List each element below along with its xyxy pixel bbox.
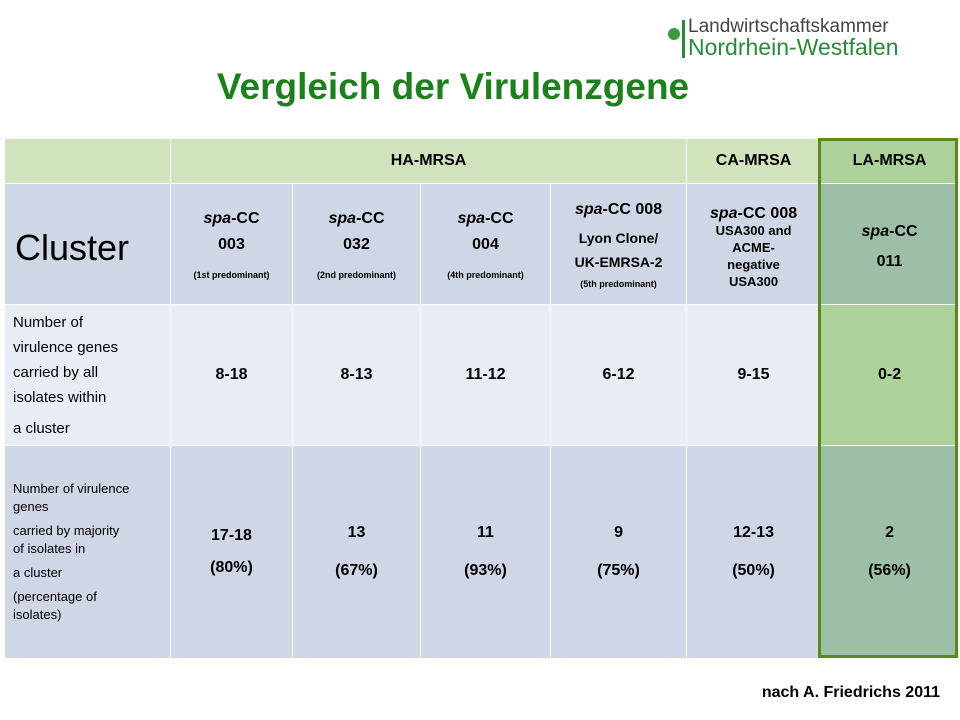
row-label-line: Number of virulence bbox=[13, 481, 130, 496]
group-ha-mrsa: HA-MRSA bbox=[169, 138, 688, 184]
spa-prefix: spa bbox=[574, 201, 603, 218]
value-cell: 12-13 (50%) bbox=[686, 445, 822, 659]
cluster-line: ACME- bbox=[732, 239, 775, 255]
group-ca-mrsa: CA-MRSA bbox=[686, 138, 822, 184]
spa-prefix: spa bbox=[203, 210, 232, 227]
value-cell: 6-12 bbox=[549, 304, 688, 446]
value-number: 13 bbox=[347, 524, 366, 541]
cluster-suffix: -CC bbox=[889, 223, 918, 240]
header-empty-cell bbox=[4, 138, 171, 184]
cluster-line: USA300 bbox=[728, 273, 779, 289]
cluster-cell: spa-CC 008 USA300 and ACME- negative USA… bbox=[686, 183, 822, 305]
page-title: Vergleich der Virulenzgene bbox=[216, 66, 690, 107]
value-percent: (67%) bbox=[335, 562, 378, 579]
cluster-cell: spa-CC 003 (1st predominant) bbox=[170, 183, 293, 305]
logo-line1: Landwirtschaftskammer bbox=[688, 16, 889, 37]
cluster-number: 004 bbox=[472, 236, 499, 253]
row-label-line: Number of bbox=[13, 313, 84, 331]
row-label-majority: Number of virulence genes carried by maj… bbox=[4, 445, 171, 659]
row-label-line: isolates within bbox=[13, 388, 107, 406]
row-label-line: isolates) bbox=[13, 607, 62, 622]
logo: Landwirtschaftskammer Nordrhein-Westfale… bbox=[668, 14, 928, 60]
cluster-suffix: -CC bbox=[356, 210, 385, 227]
row-label-line: a cluster bbox=[13, 565, 63, 580]
value-cell: 11-12 bbox=[420, 304, 551, 446]
cluster-tag: (1st predominant) bbox=[193, 270, 270, 280]
value-cell: 9 (75%) bbox=[549, 445, 688, 659]
cluster-line: UK-EMRSA-2 bbox=[574, 254, 663, 270]
value-cell: 13 (67%) bbox=[292, 445, 421, 659]
row-label-line: carried by majority bbox=[13, 523, 120, 538]
cluster-tag: (2nd predominant) bbox=[317, 270, 396, 280]
cluster-row: Cluster spa-CC 003 (1st predominant) spa… bbox=[4, 183, 960, 305]
value-number: 12-13 bbox=[733, 524, 774, 541]
row-label-line: of isolates in bbox=[13, 541, 86, 556]
value-cell: 11 (93%) bbox=[420, 445, 551, 659]
cluster-suffix: -CC 008 bbox=[737, 204, 798, 222]
group-la-mrsa: LA-MRSA bbox=[820, 138, 960, 184]
value-percent: (75%) bbox=[597, 562, 640, 579]
cluster-number: 032 bbox=[343, 236, 370, 253]
cluster-tag: (5th predominant) bbox=[580, 279, 657, 289]
spa-prefix: spa bbox=[709, 204, 738, 222]
cluster-cell: spa-CC 032 (2nd predominant) bbox=[292, 183, 421, 305]
cluster-number: 003 bbox=[218, 236, 245, 253]
spa-prefix: spa bbox=[457, 210, 486, 227]
row-label-line: (percentage of bbox=[13, 589, 97, 604]
logo-bar bbox=[682, 20, 685, 58]
cluster-cell: spa-CC 008 Lyon Clone/ UK-EMRSA-2 (5th p… bbox=[549, 183, 688, 305]
cluster-label: Cluster bbox=[15, 227, 130, 268]
logo-dot bbox=[668, 28, 680, 40]
cluster-suffix: -CC bbox=[485, 210, 514, 227]
cluster-line: Lyon Clone/ bbox=[578, 230, 659, 246]
virulence-table: HA-MRSA CA-MRSA LA-MRSA Cluster spa-CC 0… bbox=[4, 138, 960, 659]
value-cell: 0-2 bbox=[820, 304, 960, 446]
cluster-label-cell: Cluster bbox=[4, 183, 171, 305]
spa-prefix: spa bbox=[328, 210, 357, 227]
cluster-suffix: -CC 008 bbox=[602, 201, 663, 218]
value-number: 2 bbox=[885, 524, 894, 541]
row-label-line: virulence genes bbox=[13, 338, 119, 356]
cluster-tag: (4th predominant) bbox=[447, 270, 524, 280]
all-isolates-row: Number of virulence genes carried by all… bbox=[4, 304, 960, 446]
value-cell: 9-15 bbox=[686, 304, 822, 446]
cluster-line: negative bbox=[727, 256, 780, 272]
row-label-all-isolates: Number of virulence genes carried by all… bbox=[4, 304, 171, 446]
value-number: 11 bbox=[477, 524, 494, 541]
row-label-line: carried by all bbox=[13, 363, 99, 381]
value-cell: 8-18 bbox=[170, 304, 293, 446]
cluster-number: 011 bbox=[876, 253, 903, 270]
row-label-line: a cluster bbox=[13, 419, 70, 437]
value-cell: 2 (56%) bbox=[820, 445, 960, 659]
cluster-cell: spa-CC 004 (4th predominant) bbox=[420, 183, 551, 305]
value-percent: (50%) bbox=[732, 562, 775, 579]
header-row: HA-MRSA CA-MRSA LA-MRSA bbox=[4, 138, 960, 184]
cluster-cell: spa-CC 011 bbox=[820, 183, 960, 305]
value-percent: (93%) bbox=[464, 562, 507, 579]
row-label-line: genes bbox=[13, 499, 49, 514]
cluster-suffix: -CC bbox=[231, 210, 260, 227]
cluster-line: USA300 and bbox=[715, 222, 792, 238]
majority-isolates-row: Number of virulence genes carried by maj… bbox=[4, 445, 960, 659]
value-cell: 17-18 (80%) bbox=[170, 445, 293, 659]
value-number: 9 bbox=[614, 524, 623, 541]
value-percent: (80%) bbox=[210, 559, 253, 576]
logo-line2: Nordrhein-Westfalen bbox=[688, 34, 899, 60]
value-percent: (56%) bbox=[868, 562, 911, 579]
value-number: 17-18 bbox=[211, 527, 252, 544]
value-cell: 8-13 bbox=[292, 304, 421, 446]
spa-prefix: spa bbox=[861, 223, 890, 240]
source-footnote: nach A. Friedrichs 2011 bbox=[761, 684, 940, 701]
